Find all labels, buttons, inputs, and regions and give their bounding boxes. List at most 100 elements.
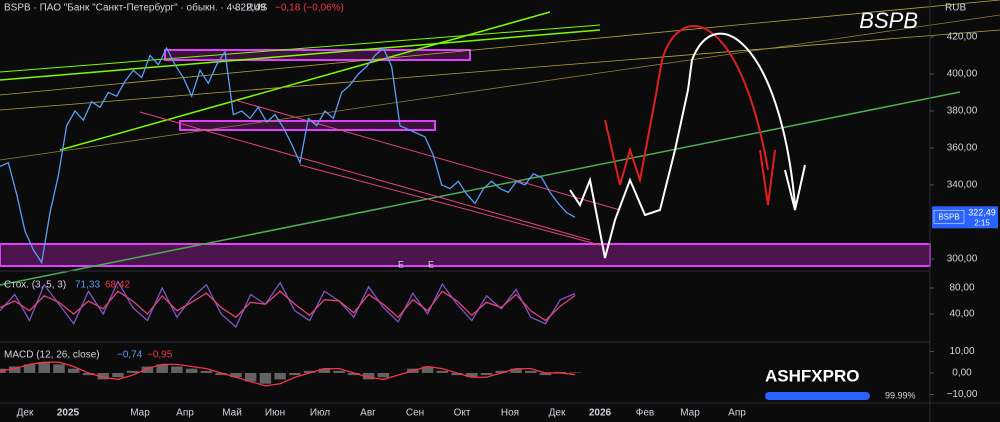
time-label: Мар (130, 408, 150, 419)
drawing (164, 49, 471, 61)
y-tick-label: 360,00 (947, 143, 978, 154)
price-tag-label: 322,49 (968, 208, 996, 218)
y-tick-label: 0,00 (952, 368, 972, 379)
histogram-bar (348, 372, 360, 376)
legend-value: 71,33 (75, 280, 100, 291)
y-tick-label: 80,00 (949, 283, 974, 294)
drawing (0, 29, 1000, 111)
histogram-bar (303, 370, 316, 373)
drawing (0, 243, 931, 267)
histogram-bar (156, 364, 168, 373)
histogram-bar (421, 366, 434, 373)
time-label: Фев (636, 408, 654, 419)
histogram-bar (451, 372, 463, 376)
last-price: 322,49 (235, 3, 266, 14)
histogram-bar (112, 372, 124, 378)
histogram-bar (510, 368, 522, 373)
histogram-bar (200, 370, 213, 373)
drawing (0, 14, 1000, 161)
drawing (0, 29, 601, 81)
drawing (569, 32, 806, 259)
histogram-bar (362, 372, 375, 380)
histogram-bar (318, 368, 331, 373)
time-label: Дек (549, 408, 566, 419)
y-tick-label: 300,00 (947, 254, 978, 265)
time-label: Окт (454, 408, 471, 419)
time-label: 2025 (57, 408, 80, 419)
histogram-bar (289, 372, 301, 376)
logo-percent: 99.99% (885, 390, 916, 400)
drawing (299, 164, 601, 246)
histogram-bar (53, 364, 65, 373)
histogram-bar (274, 372, 286, 380)
drawing (234, 99, 621, 211)
histogram-bar (480, 372, 493, 376)
time-label: Дек (17, 408, 34, 419)
time-label: Июн (265, 408, 285, 419)
histogram-bar (185, 368, 198, 373)
histogram-bar (466, 372, 478, 378)
histogram-bar (141, 366, 154, 373)
legend-value: −0,74 (117, 350, 143, 361)
watermark: BSPB (859, 8, 918, 33)
histogram-bar (215, 372, 227, 376)
y-tick-label: 400,00 (947, 69, 978, 80)
histogram-bar (171, 366, 183, 373)
price-line (0, 46, 576, 265)
time-label: Апр (728, 408, 746, 419)
y-tick-label: 40,00 (949, 309, 974, 320)
time-label: 2026 (589, 408, 612, 419)
histogram-bar (230, 372, 242, 378)
histogram-bar (333, 370, 345, 373)
histogram-bar (67, 368, 80, 373)
histogram-bar (126, 370, 139, 373)
drawing (604, 25, 776, 206)
pane-title: Стох. (3, 5, 3) (4, 280, 66, 291)
event-marker: E (398, 259, 404, 269)
time-label: Апр (176, 408, 194, 419)
histogram-bar (82, 372, 95, 376)
time-label: Авг (360, 408, 376, 419)
drawing (0, 24, 601, 73)
histogram-bar (259, 372, 272, 384)
symbol-tag-label: BSPB (938, 212, 959, 221)
logo: ASHFXPRO (765, 366, 859, 385)
time-label: Июл (310, 408, 330, 419)
time-label: Сен (406, 408, 424, 419)
change: −0,18 (−0,06%) (275, 3, 344, 14)
price-tag-timer: 2:15 (974, 218, 990, 227)
histogram-bar (244, 372, 257, 382)
indicator-line (0, 361, 576, 387)
time-label: Ноя (501, 408, 519, 419)
histogram-bar (495, 370, 508, 373)
y-tick-label: 380,00 (947, 106, 978, 117)
histogram-bar (539, 372, 552, 376)
histogram-bar (436, 370, 449, 373)
legend-value: 68,42 (105, 280, 130, 291)
drawing (139, 111, 591, 241)
y-tick-label: 10,00 (949, 346, 974, 357)
histogram-bar (8, 366, 21, 373)
event-marker: E (428, 259, 434, 269)
symbol-line: BSPB · ПАО "Банк "Санкт-Петербург" · обы… (4, 2, 268, 14)
currency: RUB (945, 3, 966, 14)
drawing (765, 392, 870, 400)
y-tick-label: 340,00 (947, 180, 978, 191)
histogram-bar (525, 370, 537, 373)
time-label: Май (222, 408, 242, 419)
drawing (0, 91, 961, 286)
drawing (0, 0, 1000, 96)
y-tick-label: 420,00 (947, 32, 978, 43)
y-tick-label: −10,00 (947, 389, 978, 400)
histogram-bar (97, 372, 109, 380)
pane-title: MACD (12, 26, close) (4, 350, 100, 361)
histogram-bar (38, 362, 50, 373)
histogram-bar (23, 364, 36, 373)
indicator-line (0, 290, 576, 322)
time-label: Мар (680, 408, 700, 419)
histogram-bar (377, 372, 390, 378)
symbol-tag (933, 210, 965, 224)
